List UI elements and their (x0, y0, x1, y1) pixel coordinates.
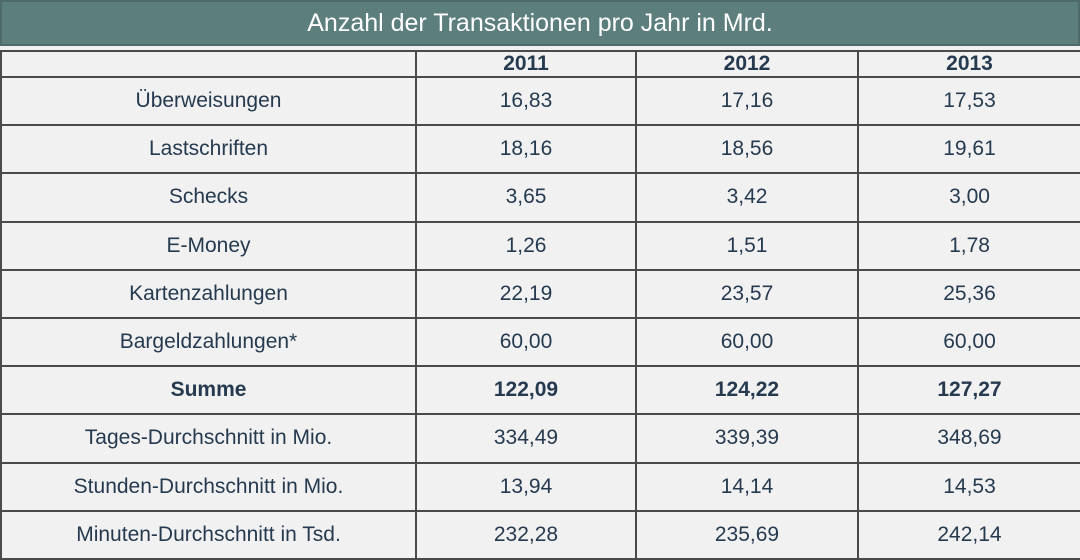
table-row: Tages-Durchschnitt in Mio. 334,49 339,39 34… (0, 413, 1080, 464)
row-label: Schecks (0, 172, 417, 223)
table-row: Stunden-Durchschnitt in Mio. 13,94 14,14 14… (0, 461, 1080, 512)
table-cell: 3,65 (415, 172, 637, 223)
table-cell: 1,26 (415, 220, 637, 271)
table-cell: 122,09 (415, 365, 637, 416)
table-cell: 334,49 (415, 413, 637, 464)
table-cell: 14,53 (857, 461, 1080, 512)
row-label: Tages-Durchschnitt in Mio. (0, 413, 417, 464)
row-label: Kartenzahlungen (0, 268, 417, 319)
table-cell: 22,19 (415, 268, 637, 319)
table-cell: 127,27 (857, 365, 1080, 416)
table-row: E-Money 1,26 1,51 1,78 (0, 220, 1080, 271)
table-cell: 14,14 (635, 461, 859, 512)
header-cell-2011: 2011 (415, 50, 637, 78)
table-row: Überweisungen 16,83 17,16 17,53 (0, 75, 1080, 127)
table-cell: 16,83 (415, 75, 637, 127)
table-cell: 235,69 (635, 509, 859, 560)
row-label: Stunden-Durchschnitt in Mio. (0, 461, 417, 512)
header-row: 2011 2012 2013 (0, 50, 1080, 78)
row-label: Bargeldzahlungen* (0, 316, 417, 368)
table-row: Summe 122,09 124,22 127,27 (0, 365, 1080, 416)
table-title: Anzahl der Transaktionen pro Jahr in Mrd… (0, 0, 1080, 46)
table-cell: 60,00 (857, 316, 1080, 368)
header-cell-2013: 2013 (857, 50, 1080, 78)
table-cell: 60,00 (635, 316, 859, 368)
table-cell: 339,39 (635, 413, 859, 464)
header-cell-2012: 2012 (635, 50, 859, 78)
row-label: Minuten-Durchschnitt in Tsd. (0, 509, 417, 560)
table-cell: 18,16 (415, 124, 637, 175)
table-cell: 1,78 (857, 220, 1080, 271)
row-label: Summe (0, 365, 417, 416)
table-cell: 242,14 (857, 509, 1080, 560)
table-cell: 3,00 (857, 172, 1080, 223)
table-cell: 60,00 (415, 316, 637, 368)
table-row: Kartenzahlungen 22,19 23,57 25,36 (0, 268, 1080, 319)
table-row: Minuten-Durchschnitt in Tsd. 232,28 235,69… (0, 509, 1080, 560)
table-cell: 13,94 (415, 461, 637, 512)
table-cell: 348,69 (857, 413, 1080, 464)
table-cell: 3,42 (635, 172, 859, 223)
table-cell: 25,36 (857, 268, 1080, 319)
table-cell: 19,61 (857, 124, 1080, 175)
table-cell: 18,56 (635, 124, 859, 175)
table-body: Überweisungen 16,83 17,16 17,53 Lastschrifte… (0, 75, 1080, 560)
table-row: Schecks 3,65 3,42 3,00 (0, 172, 1080, 223)
transactions-table: 2011 2012 2013 Überweisungen 16,83 17,16 17… (0, 50, 1080, 560)
table-cell: 232,28 (415, 509, 637, 560)
table-row: Bargeldzahlungen* 60,00 60,00 60,00 (0, 316, 1080, 368)
table-cell: 1,51 (635, 220, 859, 271)
table-row: Lastschriften 18,16 18,56 19,61 (0, 124, 1080, 175)
header-cell-label (0, 50, 417, 78)
row-label: E-Money (0, 220, 417, 271)
row-label: Lastschriften (0, 124, 417, 175)
table-cell: 17,53 (857, 75, 1080, 127)
table-cell: 17,16 (635, 75, 859, 127)
table-cell: 124,22 (635, 365, 859, 416)
row-label: Überweisungen (0, 75, 417, 127)
table-cell: 23,57 (635, 268, 859, 319)
